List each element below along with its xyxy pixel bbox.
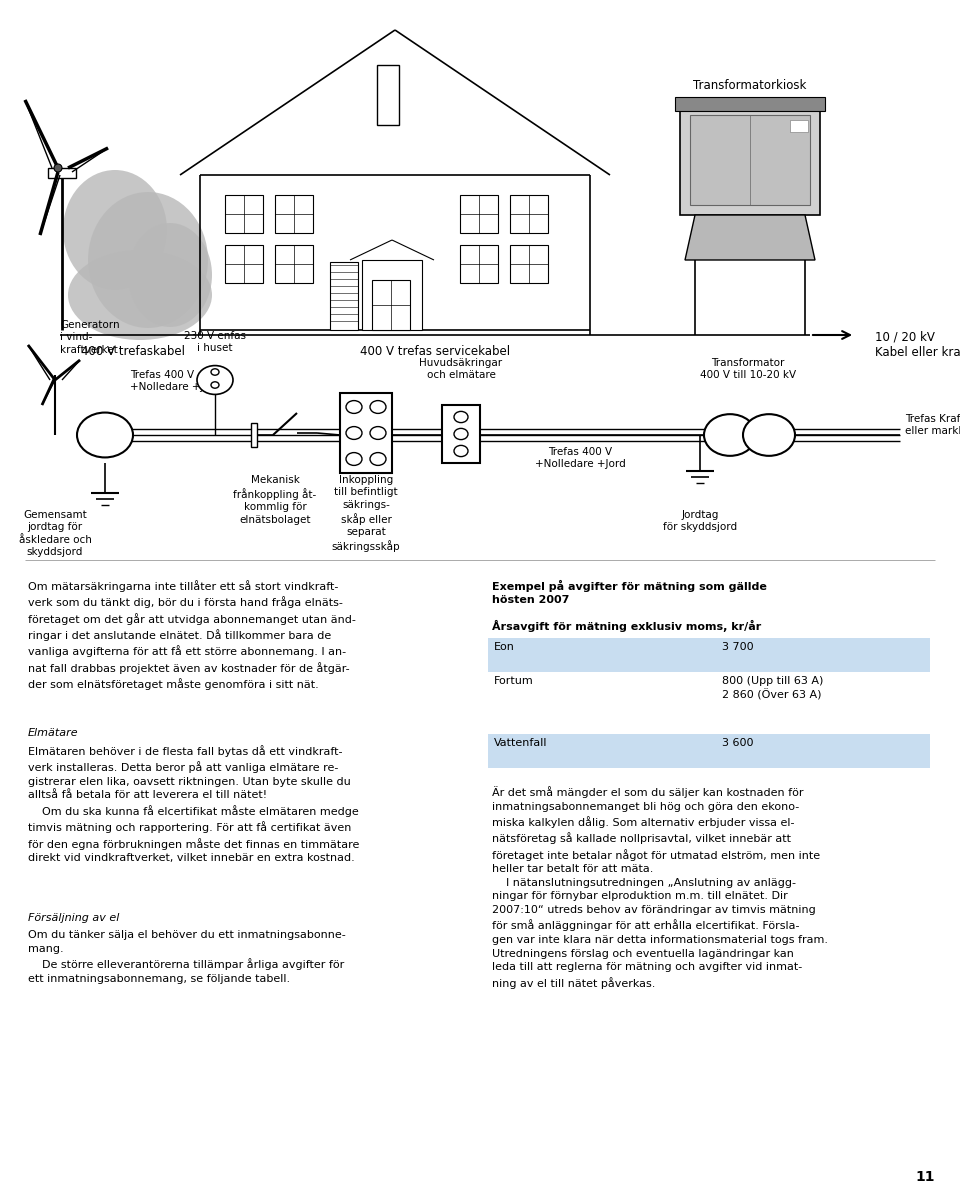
Text: G: G bbox=[99, 428, 111, 442]
Text: 400 V trefaskabel: 400 V trefaskabel bbox=[81, 345, 185, 358]
Ellipse shape bbox=[743, 415, 795, 455]
FancyBboxPatch shape bbox=[442, 405, 480, 462]
Ellipse shape bbox=[454, 429, 468, 440]
FancyBboxPatch shape bbox=[675, 97, 825, 111]
Ellipse shape bbox=[370, 426, 386, 440]
Text: 3 600: 3 600 bbox=[722, 738, 754, 748]
Ellipse shape bbox=[211, 382, 219, 388]
Ellipse shape bbox=[63, 170, 167, 290]
Text: 10 / 20 kV
Kabel eller kraftledning: 10 / 20 kV Kabel eller kraftledning bbox=[875, 329, 960, 359]
Text: Elmätaren behöver i de flesta fall bytas då ett vindkraft-
verk installeras. Det: Elmätaren behöver i de flesta fall bytas… bbox=[28, 745, 359, 864]
Ellipse shape bbox=[128, 223, 212, 327]
Ellipse shape bbox=[68, 250, 212, 340]
FancyBboxPatch shape bbox=[48, 168, 76, 179]
FancyBboxPatch shape bbox=[275, 246, 313, 283]
FancyBboxPatch shape bbox=[690, 115, 810, 205]
FancyBboxPatch shape bbox=[225, 195, 263, 232]
Ellipse shape bbox=[77, 412, 133, 458]
Ellipse shape bbox=[211, 369, 219, 375]
FancyBboxPatch shape bbox=[510, 195, 548, 232]
Text: Är det små mängder el som du säljer kan kostnaden för
inmatningsabonnemanget bli: Är det små mängder el som du säljer kan … bbox=[492, 786, 828, 988]
Ellipse shape bbox=[454, 446, 468, 456]
FancyBboxPatch shape bbox=[488, 639, 930, 672]
Text: Generatorn
i vind-
kraftverket: Generatorn i vind- kraftverket bbox=[60, 320, 120, 355]
Text: Transformator
400 V till 10-20 kV: Transformator 400 V till 10-20 kV bbox=[700, 357, 796, 380]
FancyBboxPatch shape bbox=[680, 105, 820, 214]
FancyBboxPatch shape bbox=[510, 246, 548, 283]
Ellipse shape bbox=[370, 453, 386, 465]
Text: Exempel på avgifter för mätning som gällde
hösten 2007: Exempel på avgifter för mätning som gäll… bbox=[492, 580, 767, 605]
Text: Försäljning av el: Försäljning av el bbox=[28, 913, 119, 922]
Ellipse shape bbox=[346, 400, 362, 413]
FancyBboxPatch shape bbox=[460, 195, 498, 232]
Text: Fortum: Fortum bbox=[494, 676, 534, 686]
FancyBboxPatch shape bbox=[275, 195, 313, 232]
FancyBboxPatch shape bbox=[251, 423, 257, 447]
FancyBboxPatch shape bbox=[362, 260, 422, 329]
Text: Huvudsäkringar
och elmätare: Huvudsäkringar och elmätare bbox=[420, 357, 503, 380]
Text: 11: 11 bbox=[916, 1170, 935, 1184]
Text: Mekanisk
frånkoppling åt-
kommlig för
elnätsbolaget: Mekanisk frånkoppling åt- kommlig för el… bbox=[233, 474, 317, 525]
Text: Trefas Kraftledning
eller markkabel: Trefas Kraftledning eller markkabel bbox=[905, 413, 960, 436]
Text: 3 700: 3 700 bbox=[722, 642, 754, 652]
Text: Trefas 400 V
+Nolledare +Jord: Trefas 400 V +Nolledare +Jord bbox=[130, 370, 221, 393]
Text: Transformatorkiosk: Transformatorkiosk bbox=[693, 79, 806, 92]
Text: 800 (Upp till 63 A)
2 860 (Över 63 A): 800 (Upp till 63 A) 2 860 (Över 63 A) bbox=[722, 676, 824, 700]
Text: Trefas 400 V
+Nolledare +Jord: Trefas 400 V +Nolledare +Jord bbox=[535, 447, 625, 470]
FancyBboxPatch shape bbox=[340, 393, 392, 473]
FancyBboxPatch shape bbox=[488, 734, 930, 768]
Text: Inkoppling
till befintligt
säkrings-
skåp eller
separat
säkringsskåp: Inkoppling till befintligt säkrings- skå… bbox=[332, 474, 400, 552]
Ellipse shape bbox=[370, 400, 386, 413]
Text: Om du tänker sälja el behöver du ett inmatningsabonne-
mang.
    De större ellev: Om du tänker sälja el behöver du ett inm… bbox=[28, 930, 346, 984]
Ellipse shape bbox=[704, 415, 756, 455]
Text: Eon: Eon bbox=[494, 642, 515, 652]
Text: Gemensamt
jordtag för
åskledare och
skyddsjord: Gemensamt jordtag för åskledare och skyd… bbox=[18, 510, 91, 557]
Ellipse shape bbox=[346, 453, 362, 465]
Text: Årsavgift för mätning exklusiv moms, kr/år: Årsavgift för mätning exklusiv moms, kr/… bbox=[492, 621, 761, 633]
FancyBboxPatch shape bbox=[225, 246, 263, 283]
FancyBboxPatch shape bbox=[488, 672, 930, 734]
Ellipse shape bbox=[88, 192, 208, 328]
Ellipse shape bbox=[54, 164, 62, 173]
Text: Elmätare: Elmätare bbox=[28, 728, 79, 738]
Text: 400 V trefas servicekabel: 400 V trefas servicekabel bbox=[360, 345, 510, 358]
FancyBboxPatch shape bbox=[372, 280, 410, 329]
Text: Jordtag
för skyddsjord: Jordtag för skyddsjord bbox=[663, 510, 737, 532]
Text: Vattenfall: Vattenfall bbox=[494, 738, 547, 748]
Text: Om mätarsäkringarna inte tillåter ett så stort vindkraft-
verk som du tänkt dig,: Om mätarsäkringarna inte tillåter ett så… bbox=[28, 580, 356, 690]
FancyBboxPatch shape bbox=[330, 262, 358, 329]
Ellipse shape bbox=[454, 411, 468, 423]
FancyBboxPatch shape bbox=[377, 65, 399, 125]
Polygon shape bbox=[685, 214, 815, 260]
FancyBboxPatch shape bbox=[460, 246, 498, 283]
Text: 230 V enfas
i huset: 230 V enfas i huset bbox=[184, 331, 246, 353]
Ellipse shape bbox=[346, 426, 362, 440]
FancyBboxPatch shape bbox=[790, 120, 808, 132]
Ellipse shape bbox=[197, 365, 233, 394]
